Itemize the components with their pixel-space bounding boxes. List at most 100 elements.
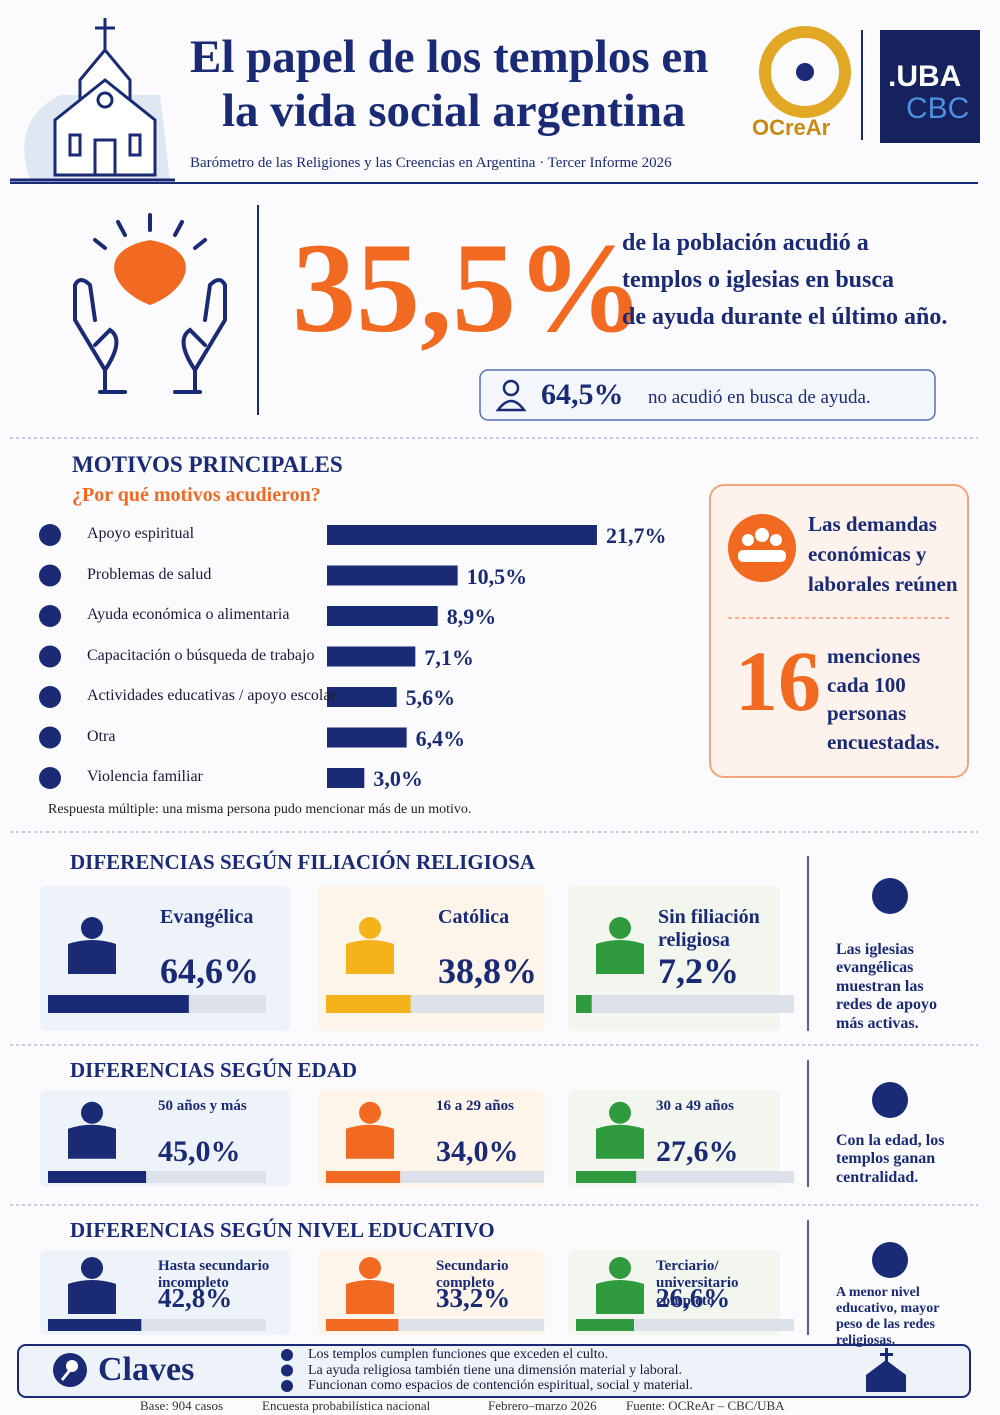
card-icon <box>68 1124 116 1159</box>
card-label: Sin filiación religiosa <box>658 906 760 951</box>
card-icon <box>596 1280 644 1314</box>
section-note: Con la edad, los templos ganan centralid… <box>836 1132 945 1186</box>
callout-text: económicas y <box>808 542 927 566</box>
footer-text: Base: 904 casos <box>140 1398 224 1413</box>
card-label: 16 a 29 años <box>436 1098 514 1114</box>
bar <box>48 1319 142 1331</box>
logo-box <box>880 30 980 143</box>
section-note: Las iglesias evangélicas muestran las re… <box>836 941 938 1032</box>
callout-text: cada 100 <box>827 672 906 697</box>
title: El papel de los templos en <box>190 31 709 83</box>
callout-text: encuestadas. <box>827 729 940 754</box>
section-title: MOTIVOS PRINCIPALES <box>72 452 343 477</box>
value-label: 8,9% <box>446 604 497 629</box>
callout-text: personas <box>827 701 907 725</box>
card-label: 30 a 49 años <box>656 1098 734 1114</box>
card-value: 7,2% <box>658 951 739 991</box>
note: Respuesta múltiple: una misma persona pu… <box>48 802 472 817</box>
callout-text: menciones <box>827 644 921 668</box>
value-label: 7,1% <box>424 644 474 670</box>
person-icon <box>495 379 527 412</box>
card-value: 38,8% <box>438 951 537 991</box>
motive-label: Otra <box>87 727 116 745</box>
note-icon <box>872 1242 908 1278</box>
section-title: DIFERENCIAS SEGÚN EDAD <box>70 1058 358 1082</box>
hands-heart-icon <box>73 213 227 394</box>
callout-text: Las demandas <box>808 512 937 536</box>
section-title: DIFERENCIAS SEGÚN FILIACIÓN RELIGIOSA <box>70 850 536 874</box>
card-value: 26,6% <box>656 1283 731 1313</box>
check-icon <box>281 1364 293 1377</box>
secondary-box <box>479 369 936 421</box>
motive-label: Ayuda económica o alimentaria <box>87 606 290 623</box>
card-icon <box>81 1101 103 1124</box>
bar <box>326 1319 399 1331</box>
motive-label: Violencia familiar <box>87 768 203 785</box>
bar <box>48 995 189 1013</box>
card-icon <box>609 1257 631 1279</box>
motive-label: Actividades educativas / apoyo escolar <box>87 687 336 704</box>
bar <box>327 687 397 707</box>
motive-label: Capacitación o búsqueda de trabajo <box>87 646 315 664</box>
motive-icon <box>39 686 61 708</box>
card-icon <box>346 1124 394 1159</box>
card-label: Terciario/ universitario completo <box>656 1258 739 1309</box>
bar <box>326 1171 401 1183</box>
hero-text: de la población acudió a <box>622 230 869 256</box>
motive-label: Problemas de salud <box>87 565 212 583</box>
card-value: 34,0% <box>436 1135 519 1168</box>
card-icon <box>596 1124 644 1159</box>
section-subtitle: ¿Por qué motivos acudieron? <box>72 484 321 506</box>
bar <box>327 768 365 788</box>
hero-text: templos o iglesias en busca <box>622 267 895 293</box>
footer-text: Fuente: OCReAr – CBC/UBA <box>626 1398 785 1413</box>
section-title: DIFERENCIAS SEGÚN NIVEL EDUCATIVO <box>70 1218 495 1242</box>
motive-icon <box>39 645 61 668</box>
logo-text: .UBA <box>888 60 962 93</box>
card-value: 45,0% <box>158 1135 241 1168</box>
secondary-text: no acudió en busca de ayuda. <box>648 387 871 408</box>
card-value: 64,6% <box>160 951 259 991</box>
big-stat: 35,5% <box>292 217 644 359</box>
value-label: 21,7% <box>605 523 667 548</box>
church-icon <box>10 18 175 182</box>
logo-dot <box>796 63 814 81</box>
section-note: A menor nivel educativo, mayor peso de l… <box>836 1285 940 1349</box>
card-icon <box>346 940 394 974</box>
bar <box>576 1171 637 1183</box>
card-label: Hasta secundario incompleto <box>158 1258 270 1292</box>
card-icon <box>359 917 381 939</box>
card-icon <box>81 917 103 939</box>
card-icon <box>81 1257 103 1279</box>
card-icon <box>68 940 116 974</box>
hero-text: de ayuda durante el último año. <box>622 304 948 330</box>
keys-title: Claves <box>98 1351 195 1388</box>
card <box>40 886 290 1031</box>
card-icon <box>359 1101 381 1124</box>
card-value: 42,8% <box>158 1283 233 1313</box>
keys-box <box>17 1344 971 1398</box>
logo-ring <box>759 26 851 118</box>
card-icon <box>609 917 631 939</box>
card-label: 50 años y más <box>158 1098 247 1114</box>
bar <box>576 995 592 1013</box>
bar <box>48 1171 147 1183</box>
footer-text: Febrero–marzo 2026 <box>488 1398 597 1413</box>
motive-icon <box>39 564 61 587</box>
motive-icon <box>39 605 61 627</box>
value-label: 10,5% <box>466 563 528 589</box>
card-icon <box>609 1101 631 1124</box>
card-icon <box>68 1280 116 1314</box>
card-icon <box>346 1280 394 1314</box>
value-label: 6,4% <box>415 725 466 751</box>
logo-text: OCreAr <box>752 115 831 140</box>
secondary-value: 64,5% <box>541 378 624 411</box>
card-icon <box>359 1257 381 1279</box>
bar <box>327 606 438 626</box>
motive-icon <box>39 767 61 789</box>
title: la vida social argentina <box>222 85 686 137</box>
card-label: Evangélica <box>160 906 254 928</box>
note-icon <box>872 878 908 914</box>
